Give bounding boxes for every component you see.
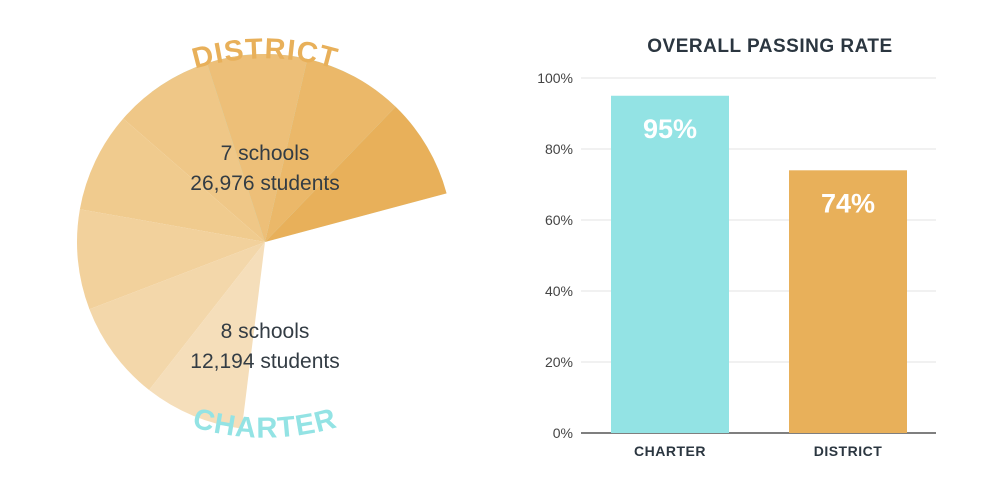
pie-slice-district-part xyxy=(76,209,266,310)
pie-slice-district-part xyxy=(206,53,308,243)
pie-slices xyxy=(76,53,447,429)
bar-y-ticks: 0% 20% 40% 60% 80% 100% xyxy=(537,70,573,441)
bar-chart-title: OVERALL PASSING RATE xyxy=(647,36,892,57)
data-label-charter: 95% xyxy=(643,114,697,144)
charter-schools-label: 8 schools xyxy=(221,320,310,343)
y-tick-label: 0% xyxy=(553,425,573,441)
data-label-district: 74% xyxy=(821,188,875,218)
pie-slice-district-part xyxy=(149,242,265,429)
pie-slice-district-part xyxy=(123,63,265,242)
pie-slice-district-part xyxy=(265,58,396,242)
district-schools-label: 7 schools xyxy=(221,142,310,165)
pie-slice-district-part xyxy=(79,118,265,242)
pie-chart: DISTRICT CHARTER 7 schools 26,976 studen… xyxy=(76,33,447,445)
bar-categories: CHARTER DISTRICT xyxy=(634,443,882,459)
charter-arc-label-text: CHARTER xyxy=(190,403,339,445)
district-students-label: 26,976 students xyxy=(190,172,339,195)
y-tick-label: 20% xyxy=(545,354,573,370)
bar-bars: 95% 74% xyxy=(611,95,907,434)
y-tick-label: 100% xyxy=(537,70,573,86)
charter-arc-label: CHARTER xyxy=(190,403,340,445)
bar-district xyxy=(789,170,907,434)
charter-students-label: 12,194 students xyxy=(190,350,339,373)
y-tick-label: 40% xyxy=(545,283,573,299)
pie-slice-district-part xyxy=(89,242,265,391)
bar-chart: OVERALL PASSING RATE 0%20%40%60%80%100% … xyxy=(537,36,936,459)
y-tick-label: 80% xyxy=(545,141,573,157)
bar-charter xyxy=(611,95,729,433)
y-tick-label: 60% xyxy=(545,212,573,228)
pie-slice-district-part xyxy=(265,106,447,242)
category-label-charter: CHARTER xyxy=(634,443,706,459)
category-label-district: DISTRICT xyxy=(814,443,883,459)
